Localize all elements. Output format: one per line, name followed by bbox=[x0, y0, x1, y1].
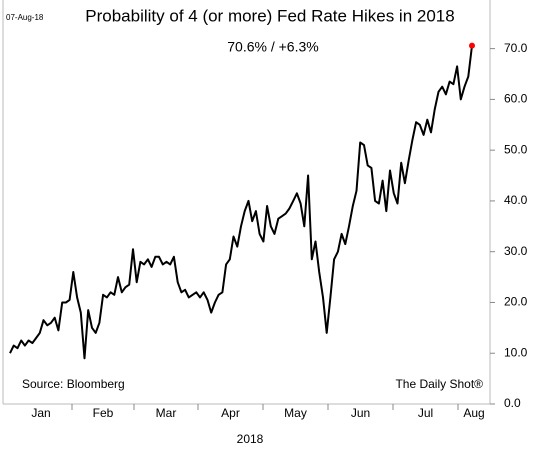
last-point bbox=[469, 42, 475, 49]
y-tick-label: 20.0 bbox=[504, 295, 528, 309]
chart-title: Probability of 4 (or more) Fed Rate Hike… bbox=[85, 6, 454, 25]
y-tick-label: 0.0 bbox=[504, 396, 521, 410]
x-tick-label: May bbox=[284, 406, 307, 420]
x-axis-label: 2018 bbox=[237, 432, 264, 446]
y-tick-label: 60.0 bbox=[504, 92, 528, 106]
x-tick-label: Feb bbox=[93, 406, 114, 420]
y-tick-label: 70.0 bbox=[504, 41, 528, 55]
y-tick-label: 40.0 bbox=[504, 193, 528, 207]
x-tick-label: Jan bbox=[31, 406, 50, 420]
source: Source: Bloomberg bbox=[22, 377, 125, 391]
x-tick-label: Apr bbox=[221, 406, 240, 420]
x-tick-label: Jul bbox=[418, 406, 433, 420]
date-stamp: 07-Aug-18 bbox=[6, 13, 44, 22]
x-tick-label: Aug bbox=[463, 406, 484, 420]
annotation: 70.6% / +6.3% bbox=[227, 39, 318, 55]
x-tick-label: Jun bbox=[351, 406, 370, 420]
line bbox=[9, 45, 473, 360]
y-tick-label: 50.0 bbox=[504, 142, 528, 156]
credit: The Daily Shot® bbox=[395, 377, 483, 391]
y-tick-label: 30.0 bbox=[504, 244, 528, 258]
x-tick-label: Mar bbox=[156, 406, 177, 420]
y-tick-label: 10.0 bbox=[504, 345, 528, 359]
